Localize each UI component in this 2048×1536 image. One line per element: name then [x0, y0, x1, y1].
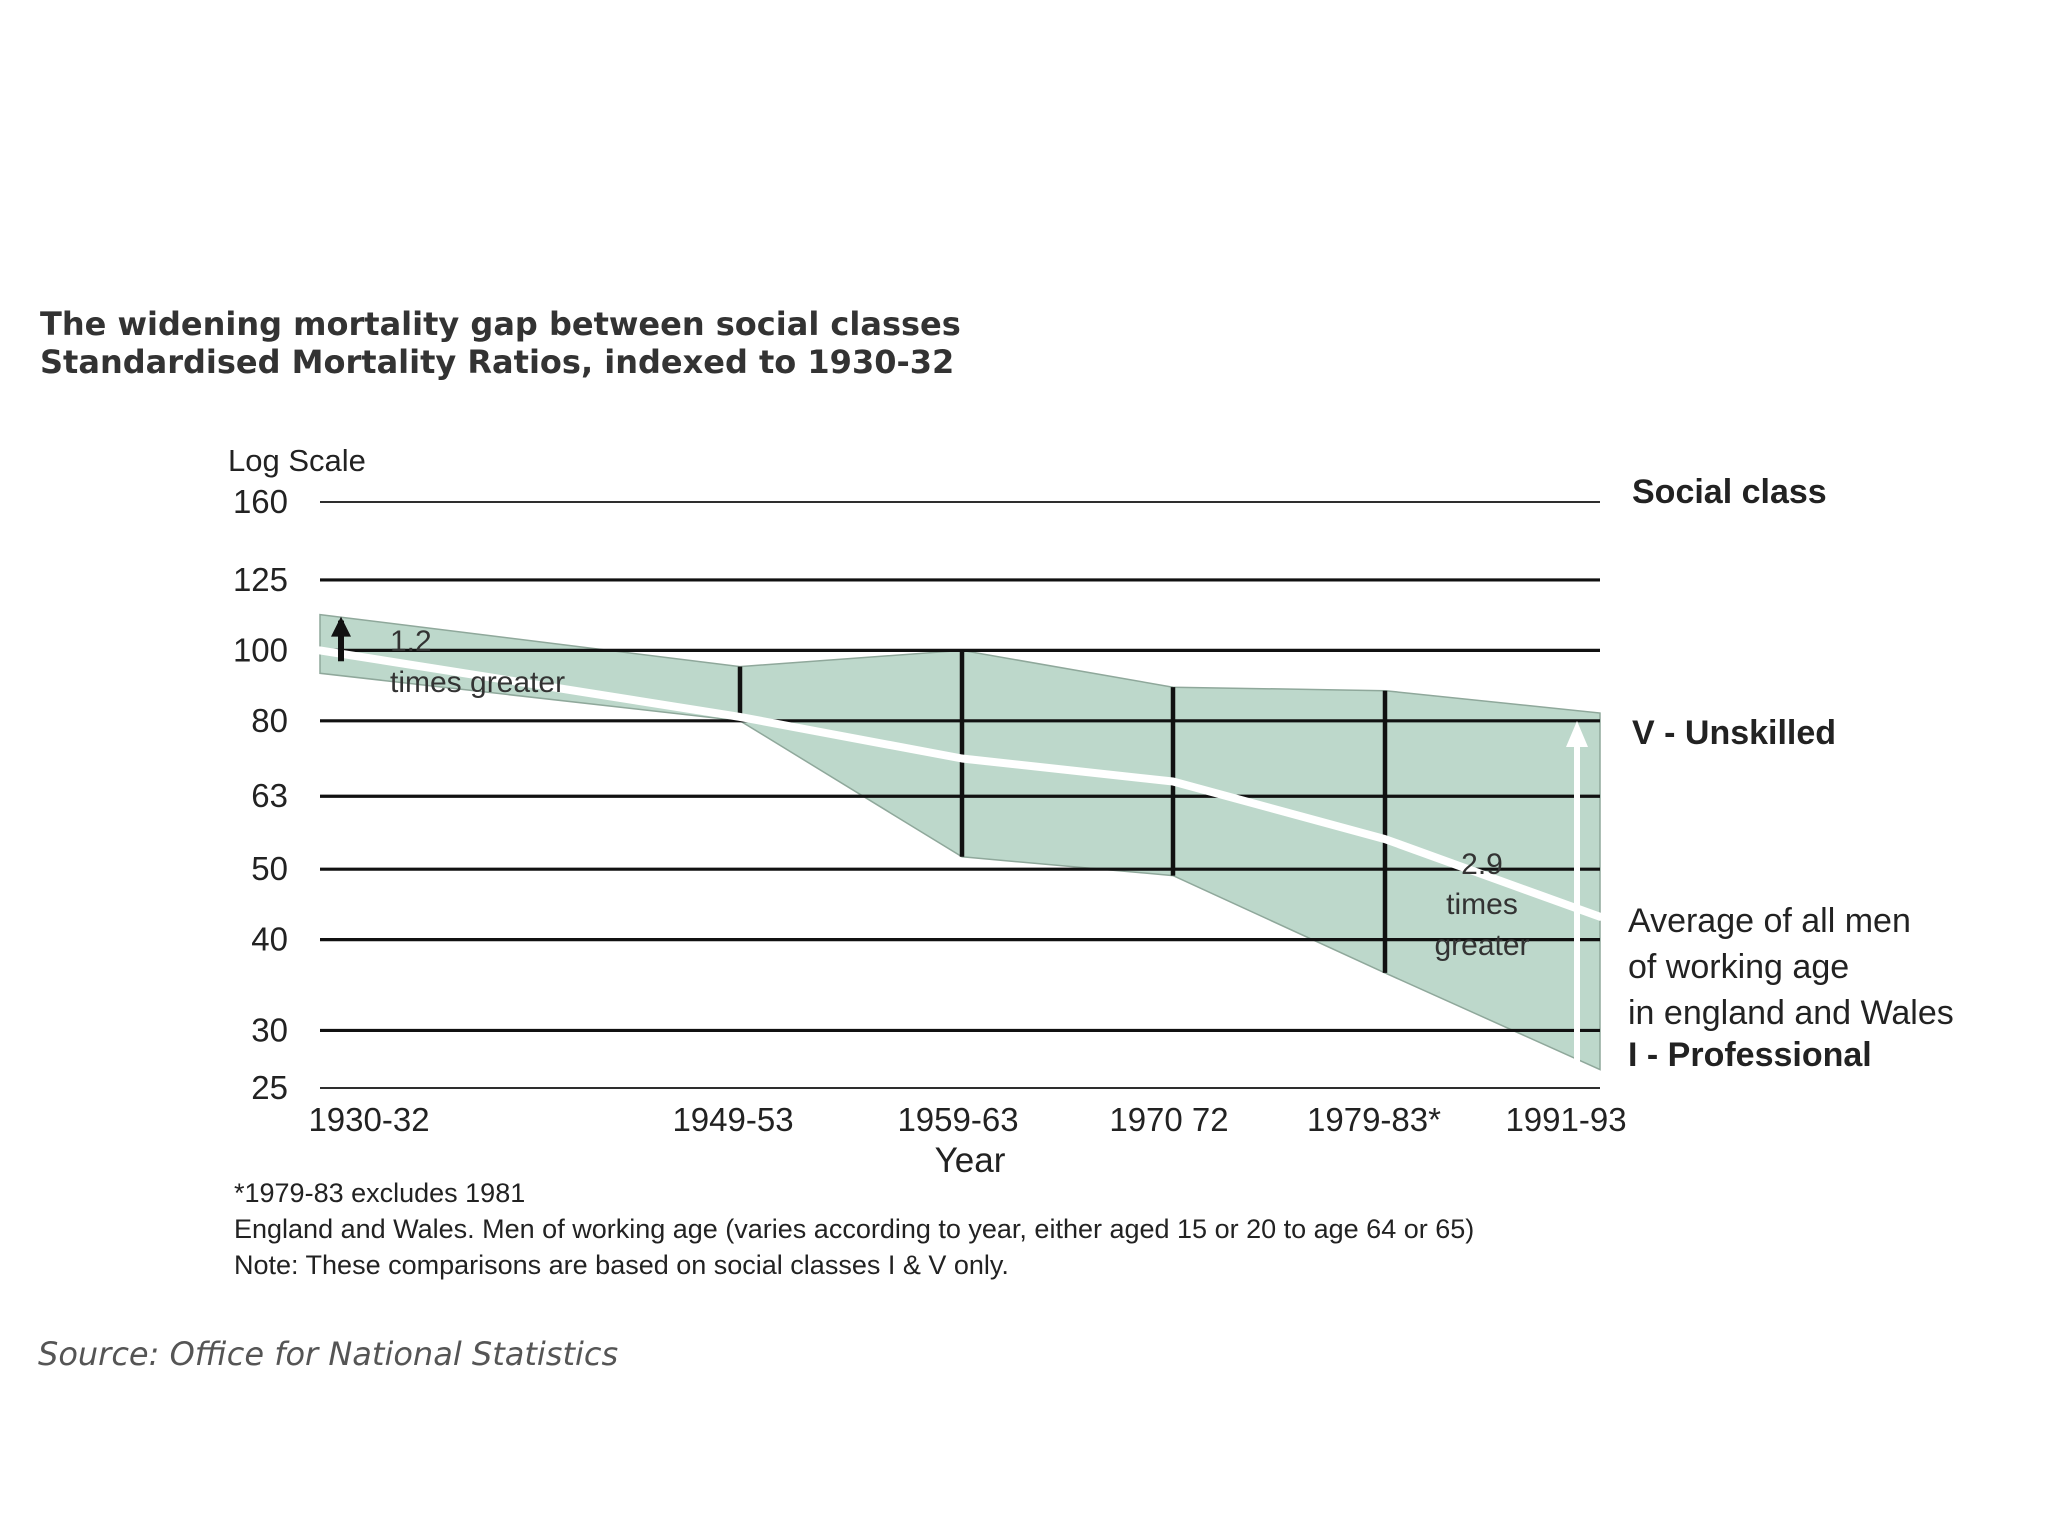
annotation-1991-text-2: greater	[1434, 929, 1529, 962]
x-tick-label-4: 1979-83*	[1307, 1101, 1441, 1138]
y-scale-label: Log Scale	[228, 443, 366, 478]
y-tick-label-50: 50	[251, 850, 288, 887]
y-tick-label-100: 100	[233, 631, 288, 668]
y-tick-label-40: 40	[251, 921, 288, 958]
y-tick-label-160: 160	[233, 483, 288, 520]
legend-average-line-2: of working age	[1628, 948, 1849, 986]
legend-heading: Social class	[1632, 473, 1827, 511]
chart-subtitle: Standardised Mortality Ratios, indexed t…	[40, 343, 955, 381]
annotation-1991-text-1: times	[1446, 888, 1518, 921]
gap-arrow-1930-head	[331, 616, 351, 637]
x-tick-label-5: 1991-93	[1505, 1101, 1626, 1138]
x-axis-label: Year	[935, 1141, 1006, 1180]
chart-title-block: The widening mortality gap between socia…	[40, 305, 961, 381]
x-tick-label-1: 1949-53	[672, 1101, 793, 1138]
annotation-1930-text: times greater	[390, 666, 565, 699]
annotation-1930-ratio: 1.2	[390, 625, 432, 658]
y-tick-label-30: 30	[251, 1011, 288, 1048]
legend-class-v: V - Unskilled	[1632, 714, 1836, 752]
y-tick-label-63: 63	[251, 777, 288, 814]
x-tick-label-3: 1970 72	[1109, 1101, 1228, 1138]
legend-average-line-3: in england and Wales	[1628, 994, 1954, 1032]
annotation-1991-ratio: 2.9	[1461, 848, 1503, 881]
y-tick-label-125: 125	[233, 561, 288, 598]
footnote-2: Note: These comparisons are based on soc…	[234, 1250, 1009, 1280]
legend-class-i: I - Professional	[1628, 1036, 1872, 1074]
text-layer: 160 125 100 80 63 50 40 30 25 Log Scale 1.2 times g…	[228, 443, 1954, 1280]
gap-arrow-1991-head	[1566, 721, 1588, 748]
y-tick-label-25: 25	[251, 1069, 288, 1106]
average-line-layer	[316, 616, 1604, 1064]
footnote-1: England and Wales. Men of working age (v…	[234, 1214, 1474, 1244]
legend-average-line-1: Average of all men	[1628, 902, 1911, 940]
x-tick-label-2: 1959-63	[897, 1101, 1018, 1138]
footnote-0: *1979-83 excludes 1981	[234, 1178, 525, 1208]
chart-title: The widening mortality gap between socia…	[40, 305, 961, 343]
x-tick-label-0: 1930-32	[308, 1101, 429, 1138]
y-tick-label-80: 80	[251, 702, 288, 739]
source-note: Source: Office for National Statistics	[38, 1335, 619, 1373]
average-line	[316, 646, 1604, 921]
